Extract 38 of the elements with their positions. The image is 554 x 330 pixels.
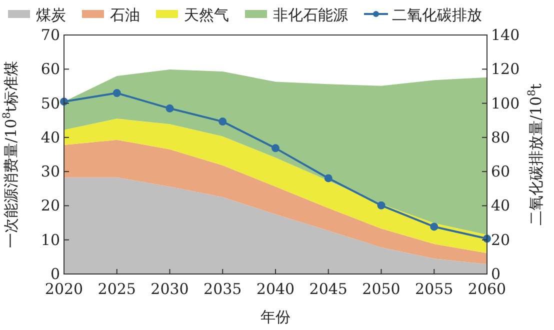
x-tick-label: 2020 — [44, 280, 84, 298]
y-tick-label: 20 — [40, 196, 60, 215]
x-axis-title: 年份 — [260, 308, 290, 326]
x-tick-label: 2040 — [256, 280, 295, 298]
y2-tick-label: 140 — [491, 26, 520, 44]
y2-tick-label: 100 — [491, 94, 520, 112]
y-tick-label: 70 — [40, 26, 60, 44]
y2-tick-label: 120 — [491, 60, 520, 78]
y-tick-label: 30 — [40, 162, 60, 181]
y-tick-label: 40 — [40, 128, 60, 146]
y2-tick-label: 80 — [491, 128, 510, 146]
point — [218, 118, 227, 126]
point — [324, 174, 332, 182]
point — [272, 144, 280, 152]
legend-label: 煤炭 — [36, 6, 66, 24]
x-tick-label: 2030 — [150, 280, 189, 298]
x-tick-label: 2050 — [362, 280, 400, 298]
legend-label: 非化石能源 — [273, 6, 348, 24]
y2-tick-label: 20 — [491, 230, 510, 249]
x-tick-label: 2060 — [468, 280, 506, 298]
y-tick-label: 60 — [40, 60, 60, 78]
legend-label: 二氧化碳排放 — [392, 6, 482, 24]
x-tick-label: 2025 — [98, 280, 136, 298]
y2-tick-label: 0 — [491, 265, 501, 283]
x-tick-label: 2055 — [415, 280, 454, 298]
x-tick-label: 2035 — [204, 280, 242, 298]
y-tick-label: 10 — [40, 230, 60, 249]
x-tick-label: 2045 — [309, 280, 348, 298]
legend-label: 天然气 — [184, 6, 229, 24]
legend-label: 石油 — [110, 6, 140, 24]
point — [430, 222, 438, 231]
y2-tick-label: 40 — [491, 196, 510, 215]
point — [112, 89, 121, 98]
point — [377, 201, 386, 210]
y2-tick-label: 60 — [491, 162, 510, 181]
point — [166, 104, 174, 112]
y-tick-label: 50 — [40, 94, 60, 112]
y-tick-label: 0 — [50, 265, 60, 283]
